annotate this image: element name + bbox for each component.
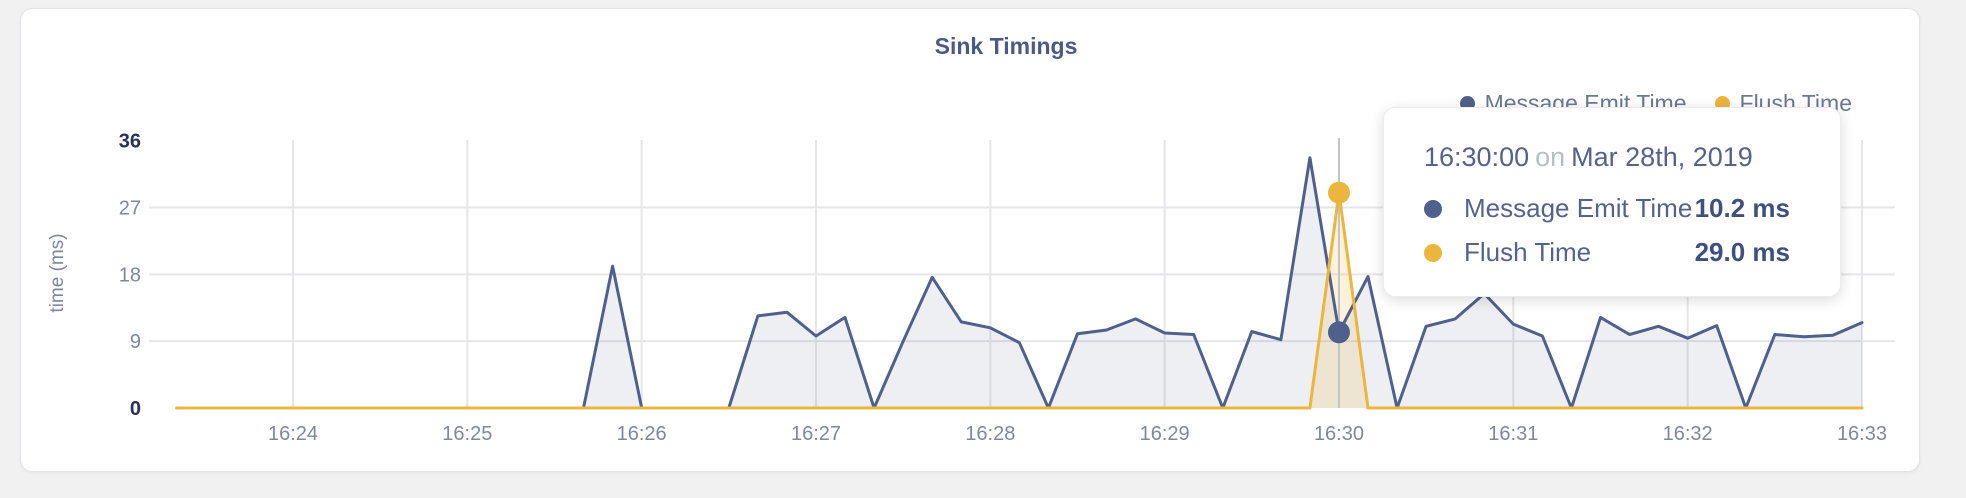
tooltip-series-name: Message Emit Time: [1464, 193, 1693, 223]
hover-tooltip: 16:30:00 on Mar 28th, 2019 Message Emit Ti…: [1383, 107, 1841, 297]
tooltip-time: 16:30:00: [1424, 142, 1530, 172]
y-axis-title: time (ms): [47, 233, 68, 313]
tooltip-header: 16:30:00 on Mar 28th, 2019: [1424, 142, 1790, 173]
tooltip-row-flush: Flush Time 29.0 ms: [1424, 237, 1790, 268]
flush-series-dot-icon: [1424, 243, 1442, 262]
chart-title: Sink Timings: [934, 33, 1078, 59]
tooltip-date: Mar 28th, 2019: [1571, 142, 1753, 172]
tooltip-series-value: 10.2 ms: [1694, 193, 1790, 223]
emit-series-dot-icon: [1424, 199, 1442, 218]
tooltip-row-emit: Message Emit Time 10.2 ms: [1424, 193, 1790, 224]
tooltip-series-value: 29.0 ms: [1694, 237, 1790, 267]
tooltip-series-name: Flush Time: [1464, 237, 1592, 267]
tooltip-conjunction: on: [1535, 142, 1566, 172]
